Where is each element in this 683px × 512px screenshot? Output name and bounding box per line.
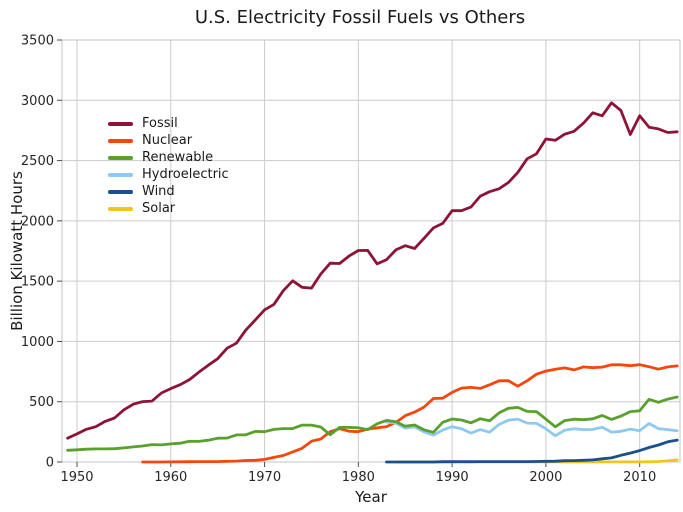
y-tick-label: 1000 bbox=[21, 335, 54, 350]
legend-item-renewable: Renewable bbox=[108, 149, 229, 166]
legend-swatch-fossil bbox=[108, 121, 133, 126]
y-tick-label: 2500 bbox=[21, 154, 54, 169]
y-tick-label: 500 bbox=[29, 395, 54, 410]
x-tick-label: 1990 bbox=[436, 470, 469, 485]
legend-label-solar: Solar bbox=[142, 201, 176, 216]
legend-swatch-renewable bbox=[108, 155, 133, 160]
legend-swatch-hydroelectric bbox=[108, 172, 133, 177]
legend-item-fossil: Fossil bbox=[108, 115, 229, 132]
legend-swatch-nuclear bbox=[108, 138, 133, 143]
y-axis-label: Billion Kilowatt Hours bbox=[8, 171, 26, 331]
legend-label-hydroelectric: Hydroelectric bbox=[142, 167, 229, 182]
x-tick-label: 1970 bbox=[248, 470, 281, 485]
x-axis-label: Year bbox=[355, 488, 387, 506]
series-line-hydroelectric bbox=[385, 417, 679, 438]
series-line-fossil bbox=[66, 101, 679, 440]
y-tick-label: 3500 bbox=[21, 34, 54, 49]
x-tick-label: 2010 bbox=[623, 470, 656, 485]
series-line-renewable bbox=[66, 395, 679, 452]
legend-swatch-wind bbox=[108, 189, 133, 194]
legend-label-wind: Wind bbox=[142, 184, 175, 199]
legend-label-nuclear: Nuclear bbox=[142, 133, 193, 148]
y-tick-label: 0 bbox=[46, 456, 54, 471]
legend-item-nuclear: Nuclear bbox=[108, 132, 229, 149]
x-tick-label: 2000 bbox=[529, 470, 562, 485]
y-tick-label: 2000 bbox=[21, 214, 54, 229]
x-tick-label: 1950 bbox=[60, 470, 93, 485]
y-tick-label: 3000 bbox=[21, 94, 54, 109]
legend-item-hydroelectric: Hydroelectric bbox=[108, 166, 229, 183]
series-line-nuclear bbox=[141, 363, 679, 464]
legend-label-renewable: Renewable bbox=[142, 150, 214, 165]
chart-title: U.S. Electricity Fossil Fuels vs Others bbox=[194, 7, 526, 28]
legend-item-wind: Wind bbox=[108, 183, 229, 200]
series-line-wind bbox=[385, 438, 679, 464]
plot-border bbox=[61, 39, 681, 463]
legend-item-solar: Solar bbox=[108, 200, 229, 217]
legend-label-fossil: Fossil bbox=[142, 116, 178, 131]
legend-swatch-solar bbox=[108, 206, 133, 211]
x-tick-label: 1980 bbox=[342, 470, 375, 485]
x-tick-label: 1960 bbox=[154, 470, 187, 485]
legend: Fossil Nuclear Renewable Hydroelectric Wind S… bbox=[108, 115, 229, 217]
y-tick-label: 1500 bbox=[21, 275, 54, 290]
